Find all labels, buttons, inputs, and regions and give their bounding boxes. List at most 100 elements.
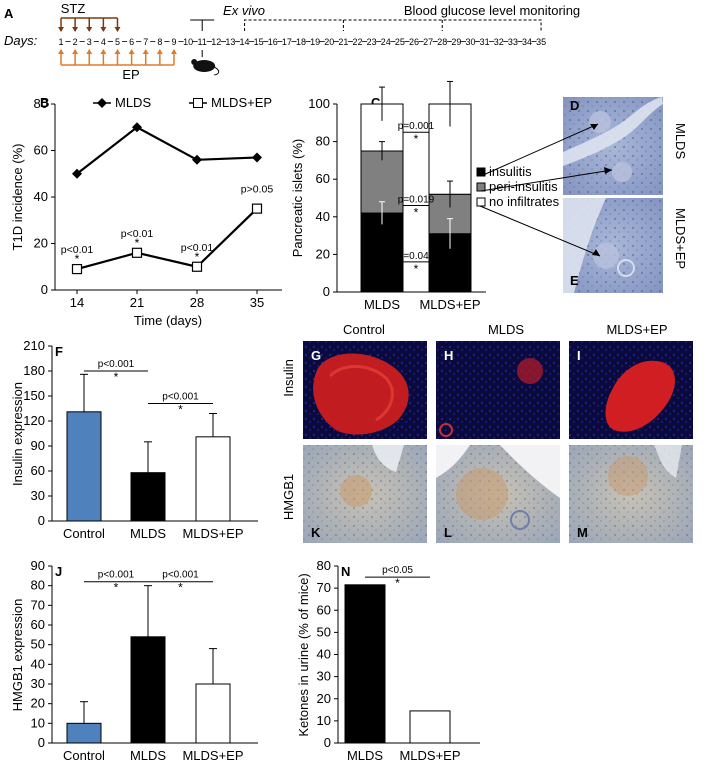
- day-tick-label: 13: [225, 37, 235, 47]
- day-tick-label: 6: [129, 37, 134, 47]
- col-label-control: Control: [343, 322, 385, 337]
- row-label-hmgb1: HMGB1: [281, 474, 296, 520]
- x-axis-title: Time (days): [134, 313, 202, 328]
- legend-swatch-peri-insulitis: [476, 182, 486, 192]
- chart-f-insulin: F 0 30 60 90 120 150 180 210 Insulin expression Co…: [10, 338, 258, 541]
- micrograph-grid: Control MLDS MLDS+EP Insulin HMGB1 G H I…: [281, 322, 693, 543]
- x-tick-label: MLDS+EP: [419, 297, 480, 312]
- chart-j-hmgb1: J 0 10 20 30 40 50 60 70 80 90 HMGB1 expression Cont…: [10, 558, 258, 763]
- chart-n-ketones: N 0 10 20 30 40 50 60 70 80 Ketones in urine (% of…: [296, 558, 480, 763]
- day-tick-label: 30: [465, 37, 475, 47]
- bar-segment-insulitis: [360, 212, 404, 293]
- y-tick-label: 70: [31, 597, 45, 612]
- y-tick-label: 20: [34, 236, 48, 251]
- y-tick-label: 30: [317, 669, 331, 684]
- ep-arrow-head: [58, 49, 64, 54]
- legend-label-insulitis: insulitis: [489, 164, 532, 179]
- stz-arrow-head: [100, 27, 107, 32]
- p-value-label: p=0.049: [398, 251, 435, 262]
- micrograph-m-letter: M: [577, 525, 588, 540]
- significance-star: *: [135, 236, 140, 250]
- day-tick-label: 1: [58, 37, 63, 47]
- x-tick-label: 14: [70, 295, 84, 310]
- y-tick-label: 30: [31, 488, 45, 503]
- bar-mlds-ep: [195, 436, 231, 522]
- ep-label: EP: [122, 67, 139, 82]
- y-tick-label: 0: [323, 284, 330, 299]
- panel-letter-j: J: [55, 564, 62, 579]
- day-tick-label: 35: [536, 37, 546, 47]
- day-tick-label: 18: [296, 37, 306, 47]
- data-point-mlds: [72, 168, 82, 179]
- x-tick-label: 21: [130, 295, 144, 310]
- y-tick-label: 60: [316, 171, 330, 186]
- p-value-label: p=0.001: [398, 121, 435, 132]
- micrograph-i-letter: I: [577, 348, 581, 363]
- x-tick-label: MLDS: [347, 748, 383, 763]
- significance-star: *: [114, 370, 119, 384]
- x-tick-label: MLDS: [130, 748, 166, 763]
- p-value-label: p<0.001: [162, 570, 199, 581]
- p-value-label: p<0.01: [181, 242, 214, 254]
- bar-mlds-ep: [195, 683, 231, 744]
- timeline-panel: A Days: STZ EP Ex vivo Blood glucose lev…: [4, 1, 580, 82]
- p-value-label: p<0.001: [98, 359, 135, 370]
- bar-control: [66, 722, 102, 744]
- series-line-mlds: [76, 125, 258, 175]
- col-label-mlds-ep: MLDS+EP: [606, 322, 667, 337]
- day-tick-label: 22: [353, 37, 363, 47]
- day-tick-label: 32: [494, 37, 504, 47]
- micrograph-k-letter: K: [311, 525, 321, 540]
- x-tick-label: 28: [190, 295, 204, 310]
- day-tick-label: 24: [381, 37, 391, 47]
- p-value-label: p<0.01: [61, 244, 94, 256]
- micrograph-d: D MLDS: [563, 97, 688, 195]
- y-tick-label: 20: [317, 691, 331, 706]
- y-tick-label: 60: [317, 602, 331, 617]
- ep-arrow-head: [128, 49, 135, 54]
- y-tick-label: 80: [31, 578, 45, 593]
- bar-mlds: [130, 636, 166, 744]
- y-tick-label: 60: [31, 617, 45, 632]
- day-tick-label: 19: [310, 37, 320, 47]
- y-tick-label: 40: [316, 209, 330, 224]
- mouse-tail: [213, 66, 220, 76]
- ep-arrow-head: [100, 49, 107, 54]
- p-value-label: p<0.05: [382, 565, 413, 576]
- chart-b-incidence: B 0 20 40 60 80 14 21 28 35 Time (days) T1D inciden…: [10, 95, 282, 328]
- significance-star: *: [75, 252, 80, 266]
- day-tick-label: 23: [367, 37, 377, 47]
- x-tick-label: MLDS+EP: [182, 526, 243, 541]
- data-point-mlds: [192, 154, 202, 165]
- day-tick-label: 11: [198, 37, 207, 47]
- legend-label-peri-insulitis: peri-insulitis: [489, 179, 558, 194]
- day-tick-label: 33: [508, 37, 518, 47]
- y-tick-label: 0: [38, 513, 45, 528]
- y-tick-label: 10: [317, 713, 331, 728]
- micrograph-e: E MLDS+EP: [563, 198, 688, 293]
- ep-arrow-head: [170, 49, 177, 54]
- day-tick-label: 28: [437, 37, 447, 47]
- significance-star: *: [414, 206, 419, 220]
- legend-marker-mlds-ep: [193, 98, 203, 108]
- significance-star: *: [114, 581, 119, 595]
- col-label-mlds: MLDS: [488, 322, 524, 337]
- day-tick-label: 29: [451, 37, 461, 47]
- ep-arrow-head: [114, 49, 121, 54]
- y-axis-title: Insulin expression: [10, 382, 25, 486]
- y-tick-label: 80: [34, 96, 48, 111]
- panel-letter-a: A: [4, 6, 14, 21]
- x-tick-label: 35: [250, 295, 264, 310]
- x-tick-label: MLDS+EP: [182, 748, 243, 763]
- mouse-icon: [193, 60, 216, 72]
- y-tick-label: 210: [23, 338, 45, 353]
- day-tick-label: 15: [254, 37, 264, 47]
- p-value-label: p>0.05: [241, 184, 274, 196]
- day-tick-label: 4: [101, 37, 106, 47]
- mouse-ear: [191, 59, 198, 65]
- data-point-mlds-ep: [251, 203, 263, 214]
- stz-label: STZ: [61, 1, 86, 16]
- micrograph-l-letter: L: [444, 525, 452, 540]
- bar-control: [66, 411, 102, 522]
